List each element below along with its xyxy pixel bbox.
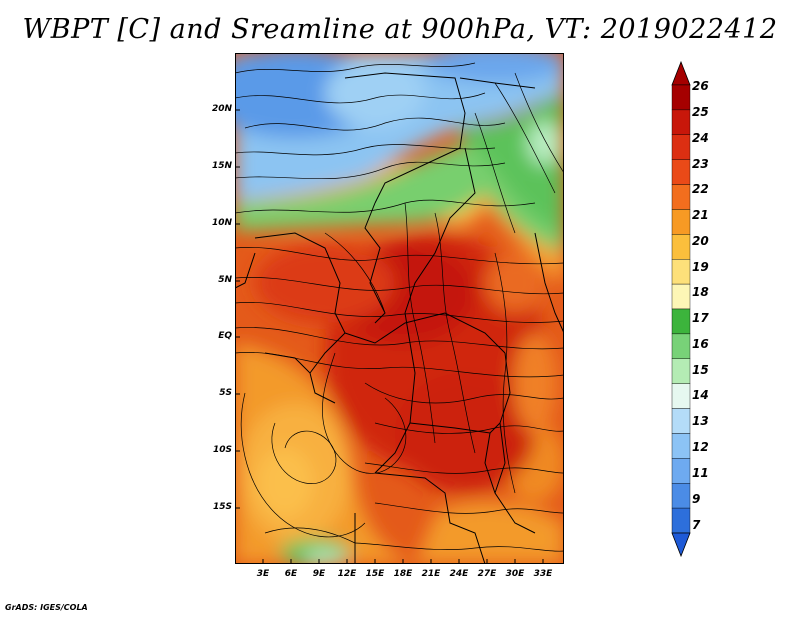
colorbar-cell (671, 308, 691, 335)
lat-label-20n: 20N (211, 104, 232, 114)
colorbar-label: 26 (692, 79, 709, 93)
colorbar-label: 20 (692, 234, 709, 248)
colorbar-cell (671, 483, 691, 509)
colorbar-cell (671, 433, 691, 459)
lat-label-15s: 15S (212, 502, 232, 512)
lon-label-3e: 3E (256, 569, 270, 579)
colorbar-label: 21 (692, 208, 709, 222)
colorbar-label: 23 (692, 157, 709, 171)
colorbar-cell (671, 283, 691, 310)
map-canvas (235, 53, 564, 564)
colorbar-cell (671, 184, 691, 210)
lat-label-5n: 5N (218, 275, 232, 285)
colorbar-cell (671, 234, 691, 260)
colorbar-label: 19 (692, 260, 709, 274)
lat-label-10n: 10N (211, 218, 232, 228)
lon-label-15e: 15E (365, 569, 385, 579)
lon-label-18e: 18E (393, 569, 413, 579)
colorbar-top-arrow (671, 60, 691, 86)
lon-label-9e: 9E (312, 569, 326, 579)
colorbar-cell (671, 408, 691, 434)
colorbar-bottom-arrow (671, 532, 691, 558)
colorbar-cell (671, 159, 691, 185)
temperature-shading (235, 53, 564, 564)
colorbar-label: 25 (692, 105, 709, 119)
lon-label-27e: 27E (477, 569, 497, 579)
axis-ticks (235, 109, 544, 564)
country-borders (235, 72, 564, 564)
colorbar-label: 17 (692, 311, 709, 325)
colorbar-cell (671, 333, 691, 359)
colorbar-label: 11 (692, 466, 709, 480)
colorbar-label: 22 (692, 182, 709, 196)
lon-label-6e: 6E (284, 569, 298, 579)
footer-credit: GrADS: IGES/COLA (5, 603, 88, 612)
colorbar-cell (671, 109, 691, 135)
lon-label-21e: 21E (421, 569, 441, 579)
lat-label-5s: 5S (219, 388, 232, 398)
lat-label-10s: 10S (212, 445, 232, 455)
colorbar-cell (671, 134, 691, 160)
colorbar-cell (671, 84, 691, 111)
lat-label-15n: 15N (211, 161, 232, 171)
colorbar-label: 9 (692, 492, 701, 506)
chart-title: WBPT [C] and Sreamline at 900hPa, VT: 20… (22, 14, 778, 45)
map-border (235, 53, 564, 564)
colorbar-cell (671, 259, 691, 285)
colorbar-label: 13 (692, 414, 709, 428)
colorbar-cell (671, 358, 691, 384)
lon-label-24e: 24E (449, 569, 469, 579)
colorbar-cell (671, 458, 691, 484)
colorbar-label: 18 (692, 285, 709, 299)
colorbar-cell (671, 507, 691, 534)
lon-label-12e: 12E (337, 569, 357, 579)
colorbar (671, 60, 691, 558)
colorbar-label: 7 (692, 518, 701, 532)
colorbar-cells (671, 84, 691, 534)
colorbar-label: 12 (692, 440, 709, 454)
lon-label-30e: 30E (505, 569, 525, 579)
colorbar-cell (671, 383, 691, 409)
colorbar-label: 15 (692, 363, 709, 377)
colorbar-label: 24 (692, 131, 709, 145)
colorbar-label: 16 (692, 337, 709, 351)
map-plot (235, 53, 564, 564)
colorbar-cell (671, 209, 691, 235)
lat-label-eq: EQ (218, 331, 232, 341)
lon-label-33e: 33E (533, 569, 553, 579)
colorbar-label: 14 (692, 388, 709, 402)
